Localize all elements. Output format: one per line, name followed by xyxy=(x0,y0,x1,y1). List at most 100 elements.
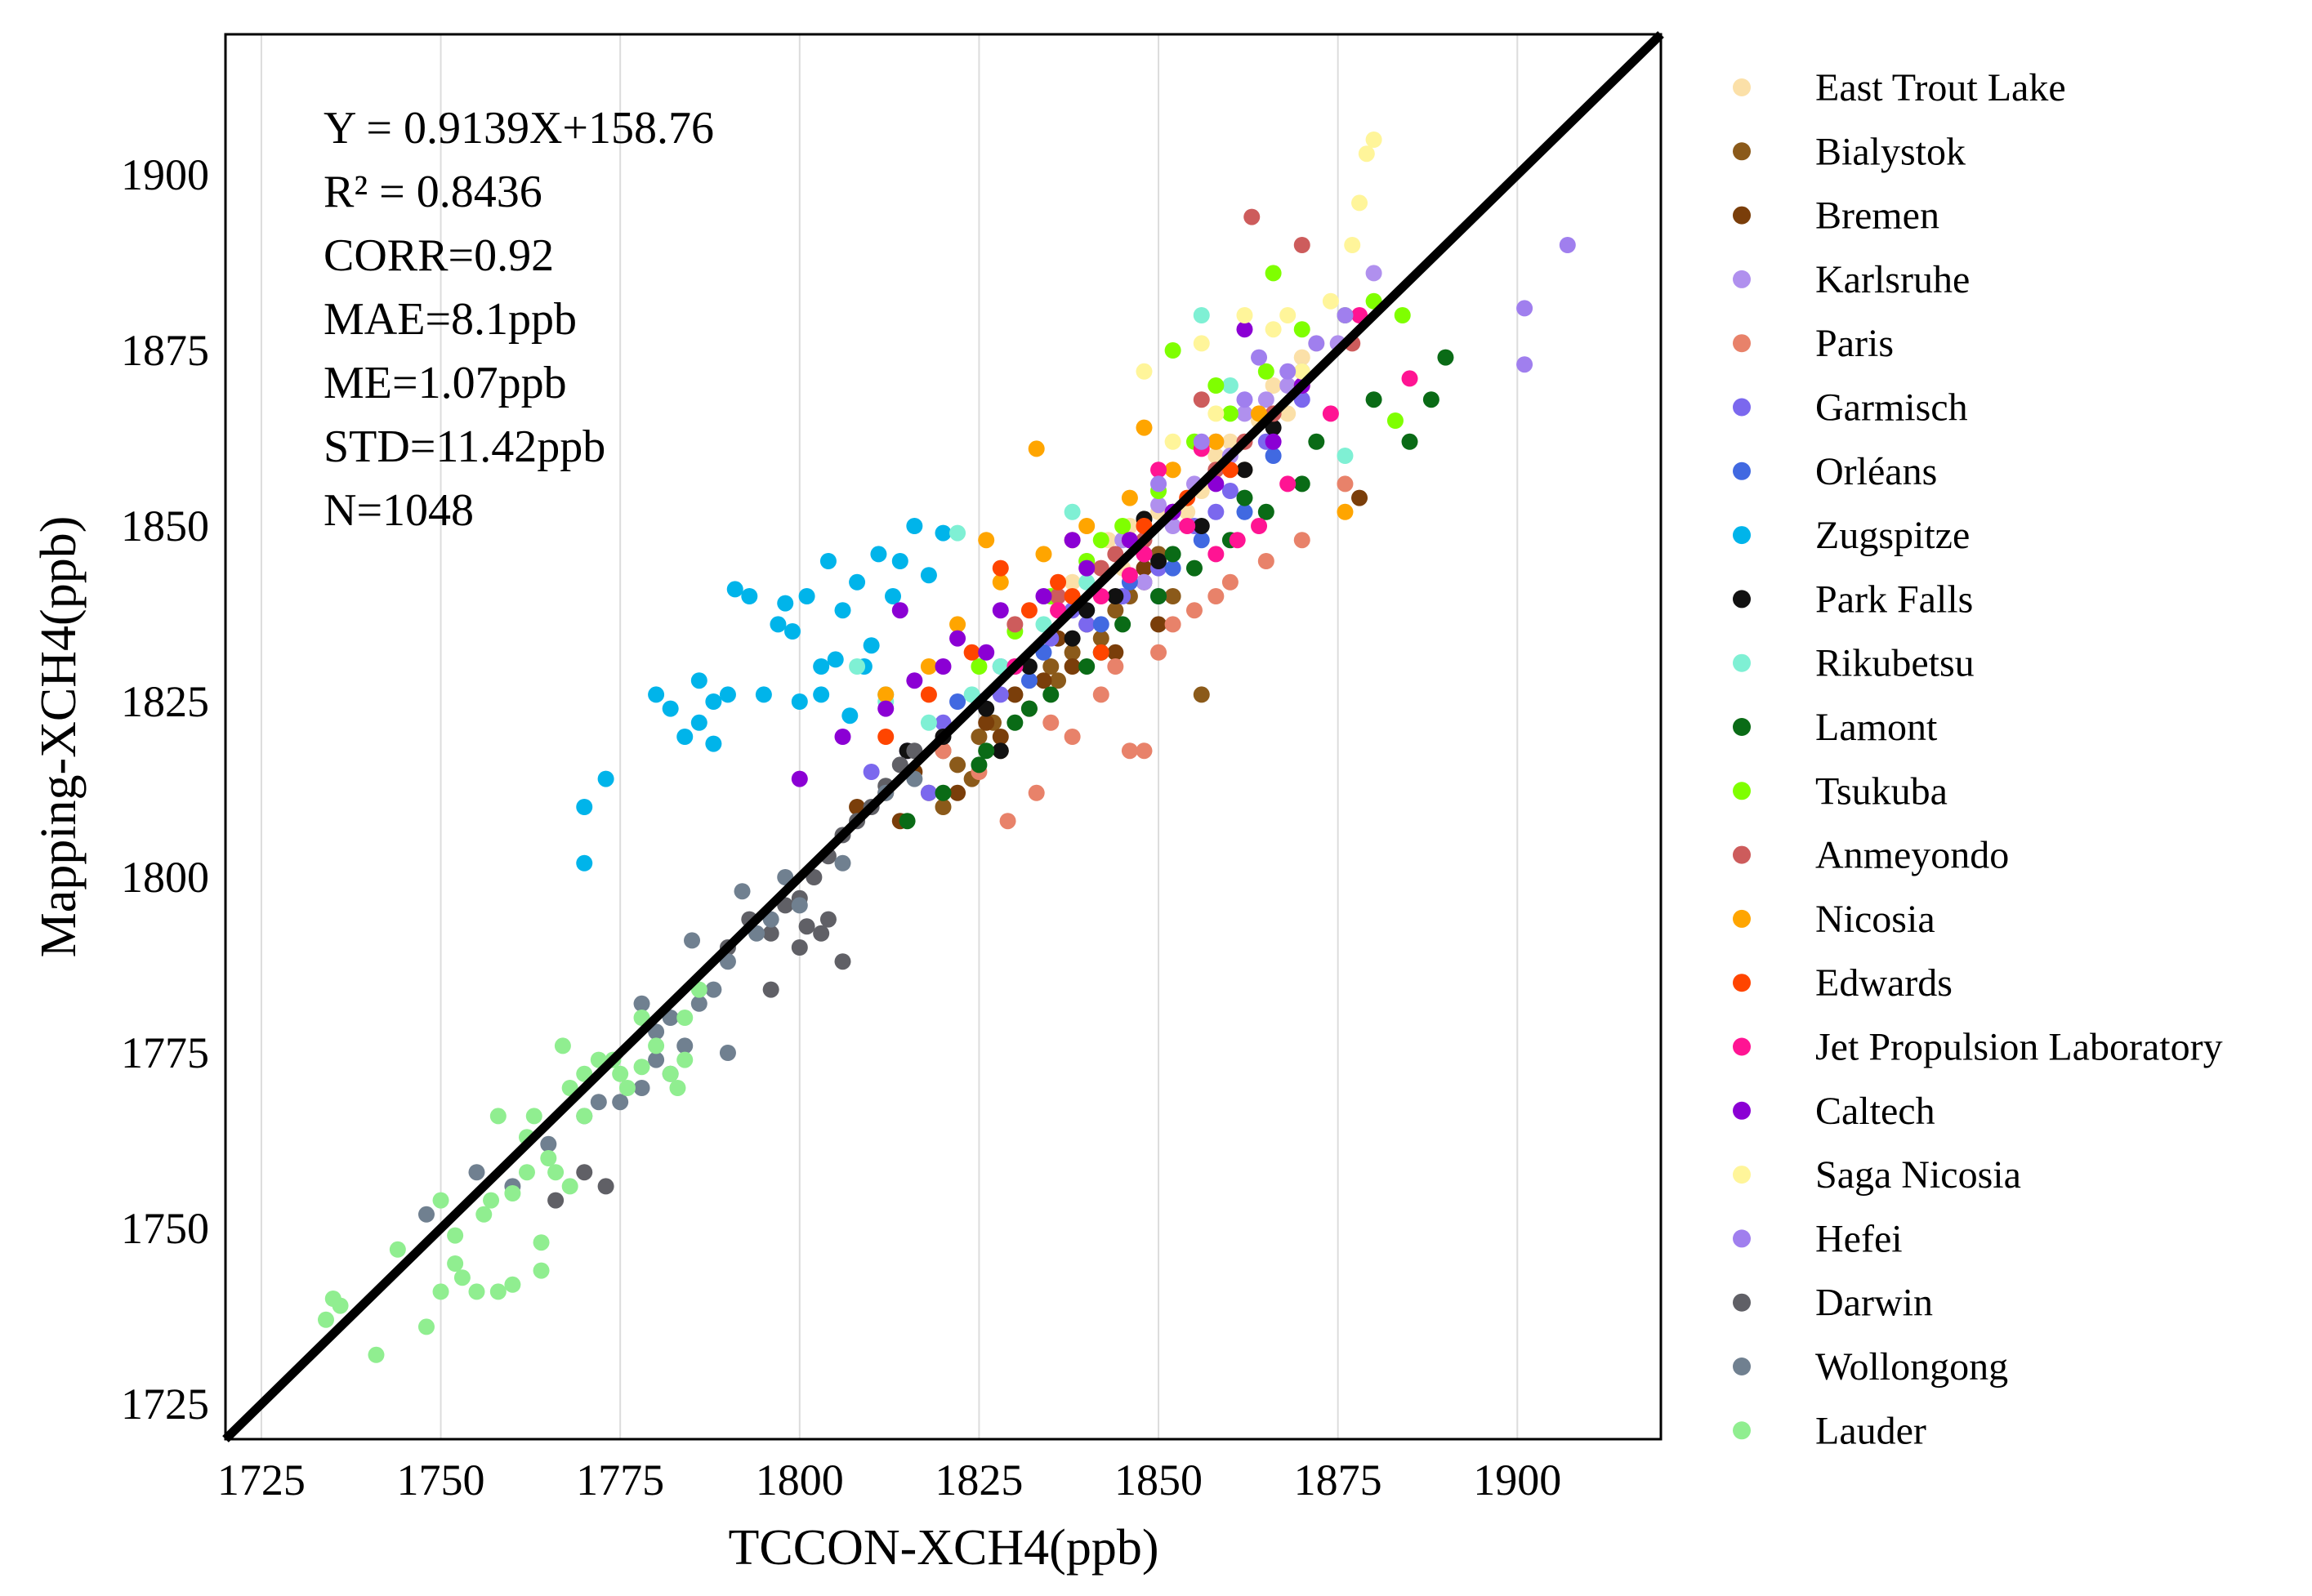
plot-frame xyxy=(224,33,1663,1441)
data-point xyxy=(1042,714,1060,731)
data-point xyxy=(1121,489,1138,506)
data-point xyxy=(798,588,815,604)
legend-item: Wollongong xyxy=(1733,1345,2008,1389)
data-point xyxy=(1193,307,1210,323)
legend-label: Jet Propulsion Laboratory xyxy=(1815,1026,2223,1069)
data-point xyxy=(1351,489,1368,506)
data-point xyxy=(1028,784,1045,801)
data-point xyxy=(447,1227,464,1244)
data-point xyxy=(719,686,736,703)
data-point xyxy=(1193,532,1210,549)
series-16 xyxy=(791,321,1310,787)
y-tick-label: 1875 xyxy=(121,326,209,375)
data-point xyxy=(1394,307,1411,323)
data-point xyxy=(920,714,937,731)
y-tick-label: 1800 xyxy=(121,853,209,902)
data-point xyxy=(1164,616,1181,633)
x-axis-title: TCCON-XCH4(ppb) xyxy=(729,1520,1159,1576)
data-point xyxy=(899,813,916,830)
data-point xyxy=(877,686,895,703)
data-point xyxy=(1559,237,1576,253)
data-point xyxy=(1064,630,1081,647)
data-point xyxy=(1064,644,1081,661)
data-point xyxy=(791,770,808,787)
data-point xyxy=(1365,391,1382,408)
data-point xyxy=(891,602,908,619)
data-point xyxy=(885,588,902,604)
data-point xyxy=(1092,644,1109,661)
data-point xyxy=(1078,658,1096,675)
data-point xyxy=(1257,391,1274,408)
data-point xyxy=(978,532,995,549)
data-point xyxy=(1193,518,1210,534)
data-point xyxy=(453,1269,471,1286)
data-point xyxy=(1092,686,1109,703)
data-point xyxy=(554,1037,571,1054)
data-point xyxy=(1221,377,1239,394)
data-point xyxy=(920,686,937,703)
data-point xyxy=(1207,588,1225,604)
data-point xyxy=(1401,433,1418,450)
data-point xyxy=(547,1192,565,1209)
data-point xyxy=(1344,237,1361,253)
data-point xyxy=(648,686,665,703)
data-point xyxy=(1308,335,1325,352)
data-point xyxy=(813,925,830,942)
data-point xyxy=(525,1108,542,1125)
data-point xyxy=(504,1185,521,1201)
data-point xyxy=(992,742,1009,760)
legend-marker xyxy=(1733,142,1751,161)
legend-item: Paris xyxy=(1733,322,1894,365)
data-point xyxy=(877,700,895,717)
data-point xyxy=(1207,503,1225,520)
data-point xyxy=(368,1346,385,1363)
legend-item: Anmeyondo xyxy=(1733,834,2009,877)
data-point xyxy=(834,729,851,745)
x-tick-label: 1875 xyxy=(1294,1456,1382,1505)
data-point xyxy=(1150,553,1167,569)
data-point xyxy=(1150,497,1167,514)
data-point xyxy=(935,658,952,675)
data-point xyxy=(978,742,995,760)
y-tick-label: 1750 xyxy=(121,1204,209,1253)
data-point xyxy=(633,1059,650,1076)
data-point xyxy=(798,918,815,935)
data-point xyxy=(1207,433,1225,450)
data-point xyxy=(1114,616,1131,633)
legend-marker xyxy=(1733,1293,1751,1312)
legend-label: Orléans xyxy=(1815,450,1937,493)
stats-line: N=1048 xyxy=(324,485,474,536)
data-point xyxy=(417,1318,435,1335)
data-point xyxy=(690,995,707,1012)
data-point xyxy=(1293,237,1310,253)
data-point xyxy=(819,911,837,928)
data-point xyxy=(1114,518,1131,534)
legend-marker xyxy=(1733,909,1751,928)
data-point xyxy=(1136,363,1153,380)
data-point xyxy=(978,714,995,731)
y-tick-label: 1775 xyxy=(121,1028,209,1077)
data-point xyxy=(1265,377,1282,394)
legend-marker xyxy=(1733,1357,1751,1375)
legend-label: Zugspitze xyxy=(1815,514,1970,557)
data-point xyxy=(971,658,988,675)
legend-label: Nicosia xyxy=(1815,898,1935,941)
data-point xyxy=(1035,546,1052,563)
data-point xyxy=(920,567,937,584)
data-point xyxy=(1035,588,1052,604)
legend-label: Park Falls xyxy=(1815,577,1973,621)
legend-item: Edwards xyxy=(1733,961,1953,1005)
data-point xyxy=(1121,742,1138,760)
data-point xyxy=(576,799,593,815)
data-point xyxy=(906,518,923,534)
data-point xyxy=(1150,644,1167,661)
legend-item: Hefei xyxy=(1733,1217,1903,1260)
data-point xyxy=(1050,588,1067,604)
data-point xyxy=(755,686,772,703)
data-point xyxy=(547,1164,565,1181)
data-point xyxy=(1207,405,1225,422)
data-point xyxy=(1293,321,1310,338)
data-point xyxy=(949,616,966,633)
data-point xyxy=(1293,475,1310,493)
